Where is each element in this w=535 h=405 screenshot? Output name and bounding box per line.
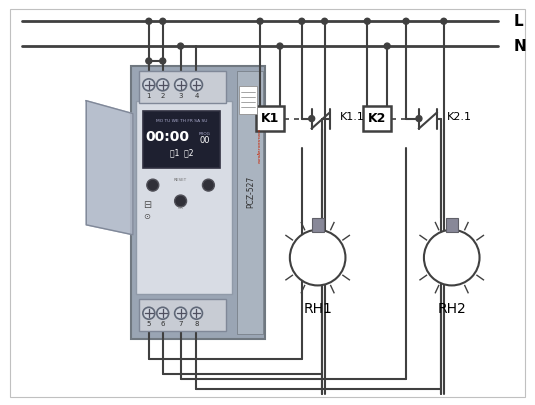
Text: RH1: RH1	[303, 302, 332, 316]
Text: 2: 2	[160, 93, 165, 99]
Bar	[139, 71, 226, 103]
Text: 8: 8	[194, 321, 198, 327]
Text: euroАвтоматика: euroАвтоматика	[258, 128, 262, 163]
Circle shape	[190, 79, 202, 91]
Text: K1: K1	[261, 112, 279, 125]
Bar	[131, 66, 265, 339]
Text: ⑈1  ⑉2: ⑈1 ⑉2	[170, 149, 193, 158]
Bar	[139, 299, 226, 331]
Text: 5: 5	[147, 321, 151, 327]
Circle shape	[146, 58, 152, 64]
Circle shape	[146, 18, 152, 24]
Circle shape	[190, 307, 202, 319]
Circle shape	[290, 230, 346, 286]
Text: K2.1: K2.1	[447, 112, 472, 122]
Circle shape	[157, 79, 169, 91]
Circle shape	[178, 43, 184, 49]
Bar	[237, 71, 263, 334]
Circle shape	[143, 79, 155, 91]
Text: ⊙: ⊙	[143, 212, 150, 222]
Text: K2: K2	[368, 112, 386, 125]
Circle shape	[174, 79, 187, 91]
Circle shape	[143, 307, 155, 319]
Text: ⊟: ⊟	[143, 200, 151, 210]
Text: 00: 00	[199, 136, 210, 145]
Text: PROG: PROG	[198, 132, 210, 136]
Circle shape	[364, 18, 370, 24]
Circle shape	[424, 230, 479, 286]
Text: N: N	[513, 38, 526, 53]
Circle shape	[441, 18, 447, 24]
Text: 6: 6	[160, 321, 165, 327]
Circle shape	[174, 195, 187, 207]
Circle shape	[309, 115, 315, 122]
Bar	[446, 218, 457, 232]
Circle shape	[299, 18, 305, 24]
Polygon shape	[86, 101, 133, 235]
Bar	[143, 111, 220, 168]
Circle shape	[257, 18, 263, 24]
Circle shape	[174, 307, 187, 319]
Bar	[239, 86, 257, 114]
Circle shape	[202, 179, 215, 191]
Circle shape	[277, 43, 283, 49]
Text: OK: OK	[178, 206, 184, 210]
Bar	[256, 106, 284, 132]
Circle shape	[416, 115, 422, 122]
Text: 1: 1	[147, 93, 151, 99]
Text: L: L	[513, 14, 523, 29]
Circle shape	[160, 18, 166, 24]
Bar	[363, 106, 391, 132]
Text: 00:00: 00:00	[146, 130, 190, 145]
Text: RH2: RH2	[437, 302, 466, 316]
Text: MO TU WE TH FR SA SU: MO TU WE TH FR SA SU	[156, 119, 207, 123]
Text: 4: 4	[194, 93, 198, 99]
Bar	[312, 218, 324, 232]
Circle shape	[147, 179, 159, 191]
Circle shape	[322, 18, 327, 24]
Circle shape	[157, 307, 169, 319]
Text: 3: 3	[178, 93, 183, 99]
Bar	[136, 101, 232, 294]
Text: 7: 7	[178, 321, 183, 327]
Circle shape	[384, 43, 390, 49]
Circle shape	[160, 58, 166, 64]
Text: RESET: RESET	[174, 178, 187, 182]
Text: K1.1: K1.1	[340, 112, 364, 122]
Text: PCZ-527: PCZ-527	[247, 176, 256, 208]
Circle shape	[403, 18, 409, 24]
